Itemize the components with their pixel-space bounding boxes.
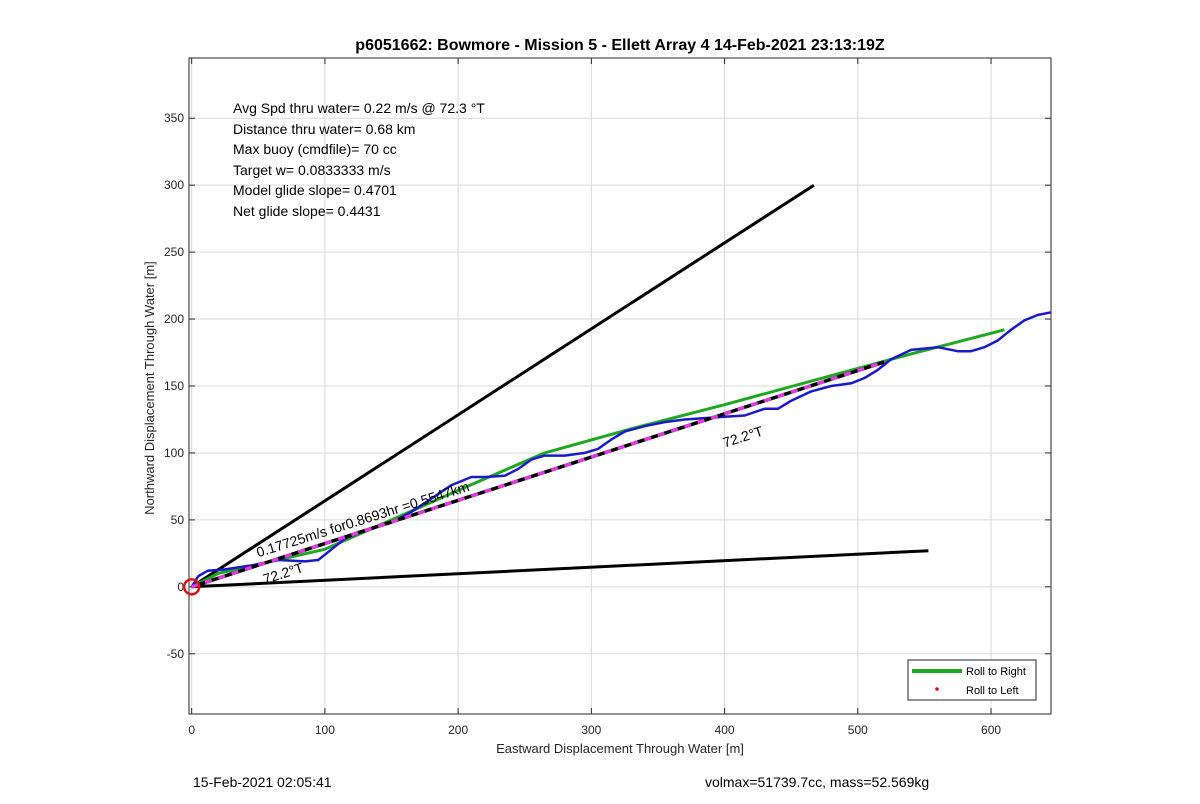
info-line: Distance thru water= 0.68 km [233,121,415,137]
y-tick-label: 150 [164,379,184,393]
legend-entry-roll-left: Roll to Left [966,685,1019,697]
wedge-reference-line [190,183,815,589]
chart-title: p6051662: Bowmore - Mission 5 - Ellett A… [355,37,885,54]
y-tick-label: 0 [177,580,184,594]
y-tick-label: 250 [164,245,184,259]
series-track-line [190,311,1051,588]
footer-timestamp: 15-Feb-2021 02:05:41 [193,774,332,790]
x-tick-label: 300 [581,723,601,737]
info-line: Model glide slope= 0.4701 [233,182,397,198]
info-line: Avg Spd thru water= 0.22 m/s @ 72.3 °T [233,100,485,116]
x-tick-label: 200 [448,723,468,737]
y-axis-ticks: -50 0 50 100 150 200 250 300 350 [164,111,1051,661]
y-tick-label: 50 [171,513,185,527]
x-tick-label: 100 [315,723,335,737]
y-tick-label: 100 [164,446,184,460]
x-tick-label: 600 [981,723,1001,737]
y-tick-label: -50 [167,647,185,661]
start-marker [182,578,201,596]
grid-lines [189,58,1051,714]
legend-box [907,659,1037,701]
footer-mass-info: volmax=51739.7cc, mass=52.569kg [705,774,930,790]
y-tick-label: 300 [164,178,184,192]
y-axis-label: Northward Displacement Through Water [m] [142,261,157,515]
legend: Roll to Right Roll to Left [907,659,1037,701]
x-axis-ticks: 0 100 200 300 400 500 600 [188,58,1001,737]
y-tick-label: 200 [164,312,184,326]
x-tick-label: 0 [188,723,195,737]
net-displacement-dashed-line [191,360,886,589]
info-text-block: Avg Spd thru water= 0.22 m/s @ 72.3 °T D… [233,100,485,219]
wedge-reference-line [191,549,929,589]
legend-swatch-roll-left [935,687,939,691]
info-line: Net glide slope= 0.4431 [233,203,381,219]
x-tick-label: 500 [848,723,868,737]
x-axis-label: Eastward Displacement Through Water [m] [496,741,744,756]
info-line: Max buoy (cmdfile)= 70 cc [233,141,397,157]
x-tick-label: 400 [715,723,735,737]
y-tick-label: 350 [164,111,184,125]
legend-entry-roll-right: Roll to Right [966,666,1026,678]
data-layer [190,183,1051,589]
info-line: Target w= 0.0833333 m/s [233,162,391,178]
